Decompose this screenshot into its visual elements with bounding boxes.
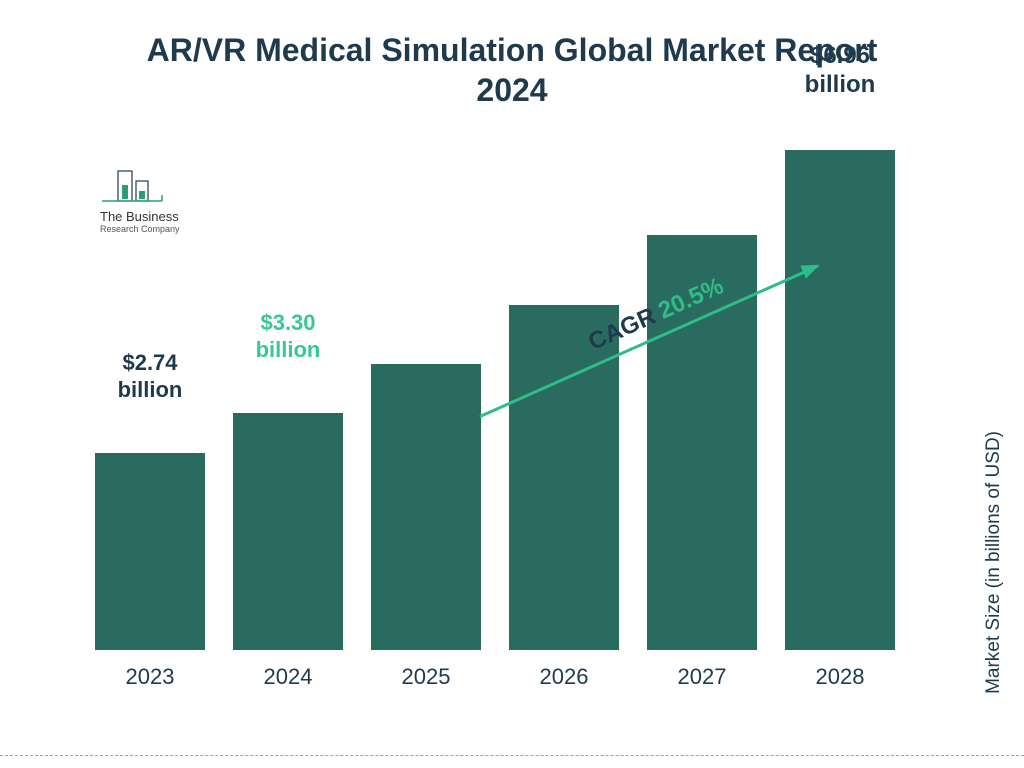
bars-container: $2.74 billion $3.30 billion $6.96 billion <box>95 140 895 650</box>
chart-area: $2.74 billion$3.30 billion$6.96 billion … <box>95 140 925 690</box>
x-axis-label: 2028 <box>785 664 895 690</box>
x-axis-label: 2026 <box>509 664 619 690</box>
bar-group: $3.30 billion <box>233 413 343 650</box>
x-axis-label: 2024 <box>233 664 343 690</box>
bar-group <box>371 364 481 650</box>
x-axis-label: 2025 <box>371 664 481 690</box>
bar <box>785 150 895 650</box>
bar-group <box>509 305 619 650</box>
bar <box>509 305 619 650</box>
y-axis-label: Market Size (in billions of USD) <box>983 431 1005 694</box>
bar-group: $6.96 billion <box>785 150 895 650</box>
x-axis-label: 2027 <box>647 664 757 690</box>
bar <box>233 413 343 650</box>
x-axis-labels: 2023 2024 2025 2026 2027 2028 <box>95 664 895 690</box>
bar-value-label: $2.74 billion <box>90 350 210 403</box>
bar-group: $2.74 billion <box>95 453 205 650</box>
bar-value-label: $3.30 billion <box>228 310 348 363</box>
bar <box>371 364 481 650</box>
bottom-dashed-line <box>0 755 1024 756</box>
bar <box>95 453 205 650</box>
x-axis-label: 2023 <box>95 664 205 690</box>
bar-value-label: $6.96 billion <box>780 42 900 100</box>
